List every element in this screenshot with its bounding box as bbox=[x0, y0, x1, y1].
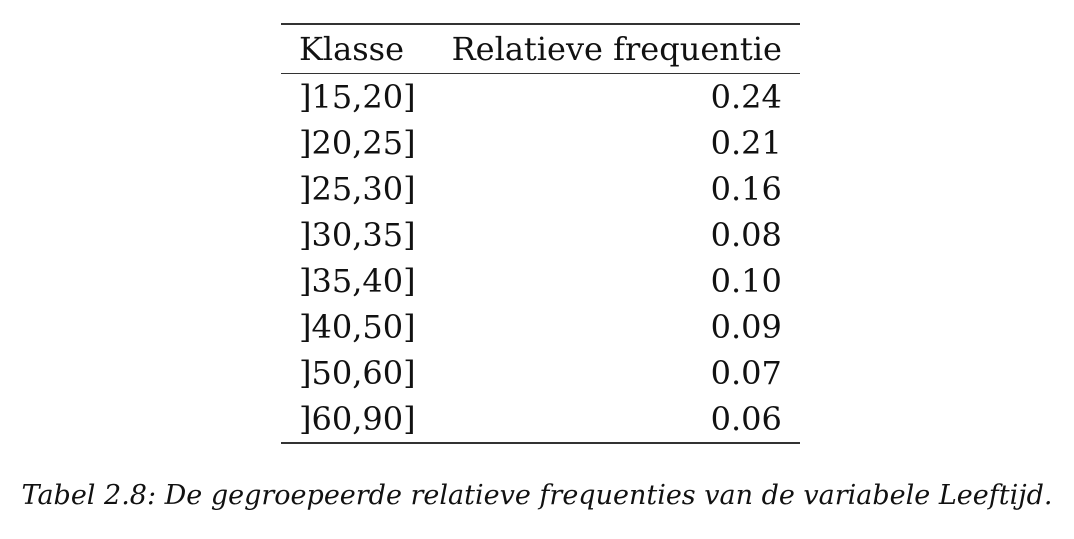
table-row: ]40,50] 0.09 bbox=[281, 304, 800, 350]
table-body: ]15,20] 0.24 ]20,25] 0.21 ]25,30] 0.16 ]… bbox=[281, 74, 800, 443]
frequency-table: Klasse Relatieve frequentie ]15,20] 0.24… bbox=[281, 23, 800, 444]
cell-frequency: 0.24 bbox=[710, 78, 782, 116]
table-row: ]20,25] 0.21 bbox=[281, 120, 800, 166]
table-row: ]50,60] 0.07 bbox=[281, 350, 800, 396]
cell-class: ]40,50] bbox=[299, 308, 416, 346]
cell-frequency: 0.09 bbox=[710, 308, 782, 346]
table-row: ]60,90] 0.06 bbox=[281, 396, 800, 443]
table-header-row: Klasse Relatieve frequentie bbox=[281, 24, 800, 74]
frequency-table-container: Klasse Relatieve frequentie ]15,20] 0.24… bbox=[281, 23, 800, 444]
cell-class: ]25,30] bbox=[299, 170, 416, 208]
table-row: ]25,30] 0.16 bbox=[281, 166, 800, 212]
cell-class: ]35,40] bbox=[299, 262, 416, 300]
cell-frequency: 0.07 bbox=[710, 354, 782, 392]
table-caption: Tabel 2.8: De gegroepeerde relatieve fre… bbox=[21, 480, 1053, 511]
cell-frequency: 0.21 bbox=[710, 124, 782, 162]
header-class: Klasse bbox=[299, 30, 404, 68]
cell-frequency: 0.10 bbox=[710, 262, 782, 300]
table-row: ]30,35] 0.08 bbox=[281, 212, 800, 258]
header-relative-frequency: Relatieve frequentie bbox=[451, 30, 782, 68]
cell-class: ]20,25] bbox=[299, 124, 416, 162]
table-row: ]15,20] 0.24 bbox=[281, 74, 800, 121]
cell-frequency: 0.06 bbox=[710, 400, 782, 438]
table-row: ]35,40] 0.10 bbox=[281, 258, 800, 304]
cell-class: ]15,20] bbox=[299, 78, 416, 116]
cell-class: ]50,60] bbox=[299, 354, 416, 392]
cell-frequency: 0.16 bbox=[710, 170, 782, 208]
table-header: Klasse Relatieve frequentie bbox=[281, 24, 800, 74]
cell-class: ]30,35] bbox=[299, 216, 416, 254]
cell-frequency: 0.08 bbox=[710, 216, 782, 254]
cell-class: ]60,90] bbox=[299, 400, 416, 438]
